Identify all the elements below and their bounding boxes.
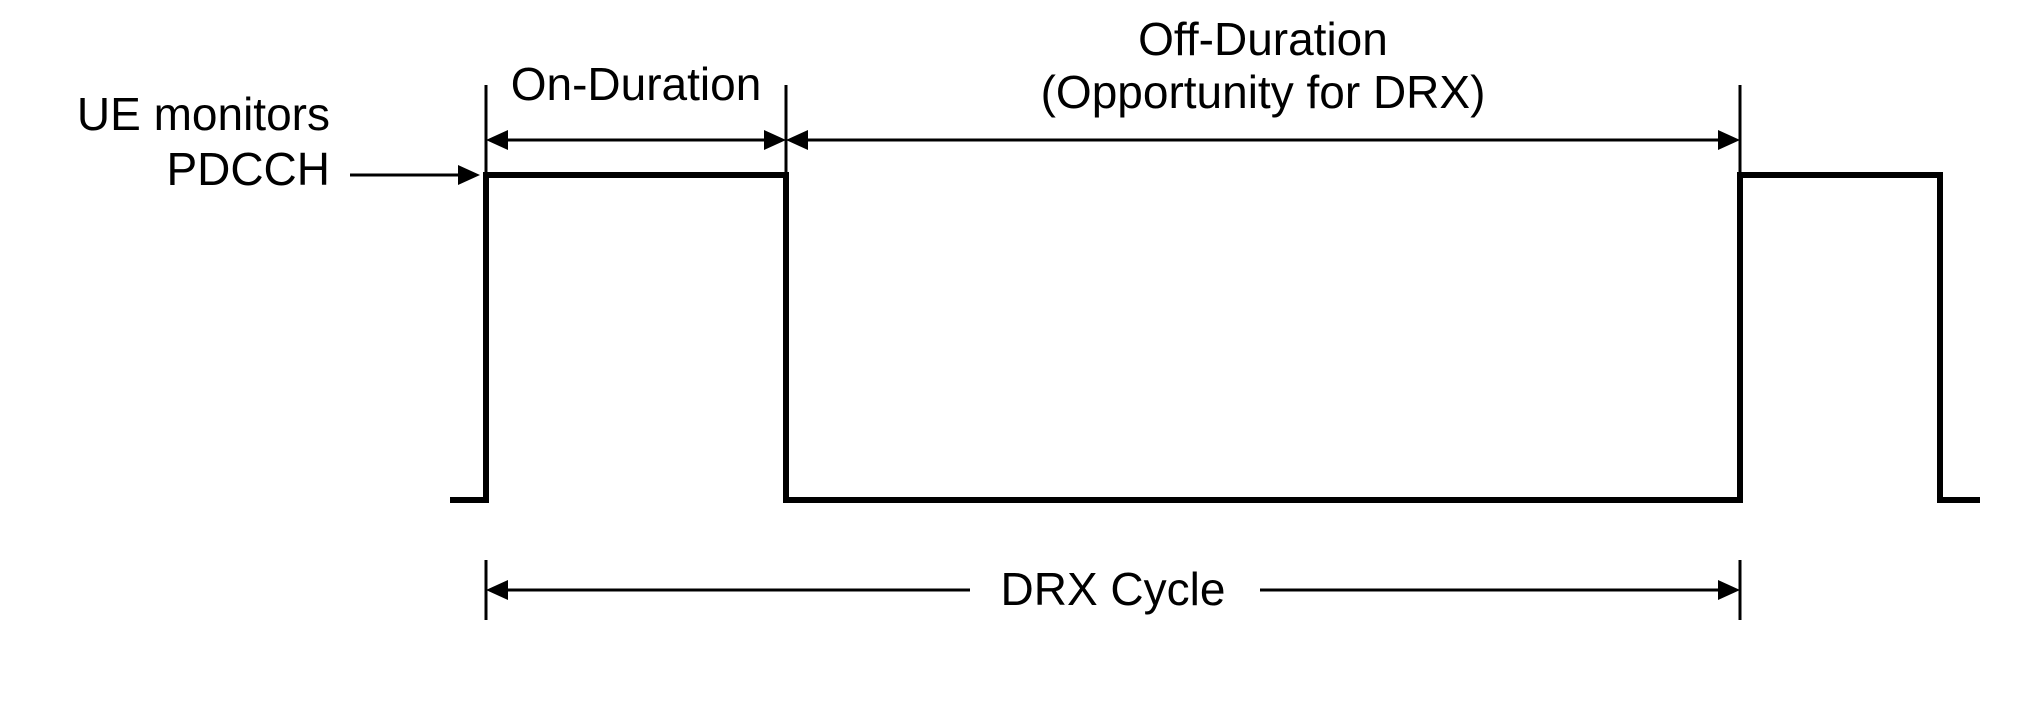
bottom-dimension-group: DRX Cycle — [486, 560, 1740, 620]
top-dimension-group: On-Duration Off-Duration(Opportunity for … — [486, 13, 1740, 195]
drx-timing-diagram: UE monitorsPDCCH On-Duration Off-Duration(… — [0, 0, 2024, 702]
on-duration-label: On-Duration — [511, 58, 762, 110]
ue-monitors-line1: UE monitors — [77, 88, 330, 140]
off-duration-label-line1: Off-Duration — [1138, 13, 1388, 65]
drx-cycle-label: DRX Cycle — [1001, 563, 1226, 615]
ue-monitors-label-group: UE monitorsPDCCH — [77, 88, 480, 195]
off-duration-label-line2: (Opportunity for DRX) — [1041, 66, 1486, 118]
waveform-path — [450, 175, 1980, 500]
drx-waveform — [450, 175, 1980, 500]
ue-monitors-line2: PDCCH — [166, 143, 330, 195]
